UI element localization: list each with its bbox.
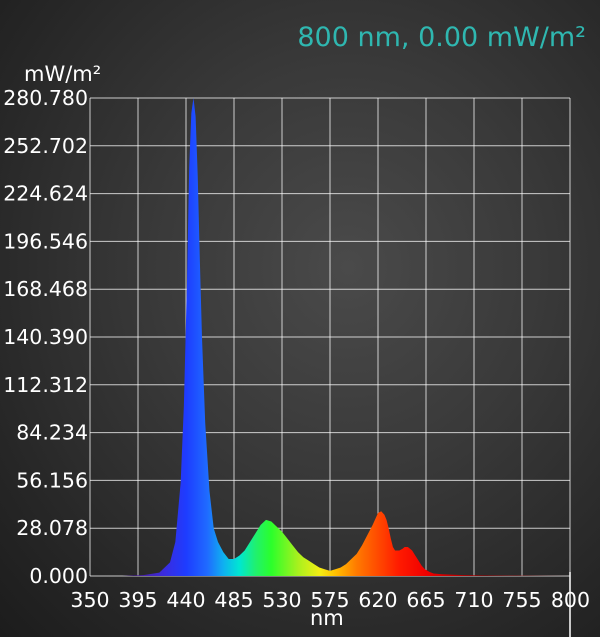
x-tick-label: 620 bbox=[358, 588, 397, 612]
y-tick-label: 56.156 bbox=[16, 468, 88, 492]
x-tick-label: 395 bbox=[118, 588, 157, 612]
plot-area bbox=[90, 98, 570, 576]
x-axis-label: nm bbox=[310, 606, 344, 630]
x-tick-label: 485 bbox=[214, 588, 253, 612]
y-axis-label: mW/m² bbox=[24, 62, 102, 86]
x-tick-label: 755 bbox=[502, 588, 541, 612]
x-tick-label: 575 bbox=[310, 588, 349, 612]
x-tick-label: 710 bbox=[454, 588, 493, 612]
x-tick-label: 800 bbox=[551, 588, 590, 612]
grid bbox=[89, 97, 571, 577]
y-tick-label: 168.468 bbox=[3, 277, 88, 301]
y-tick-label: 196.546 bbox=[3, 229, 88, 253]
y-tick-label: 0.000 bbox=[29, 564, 88, 588]
x-tick-label: 350 bbox=[70, 588, 109, 612]
x-tick-label: 530 bbox=[262, 588, 301, 612]
x-tick-label: 665 bbox=[406, 588, 445, 612]
y-tick-label: 280.780 bbox=[3, 86, 88, 110]
x-axis-ticks: 350 395 440 485 530 575 620 665 710 755 800 bbox=[70, 588, 590, 612]
y-tick-label: 140.390 bbox=[3, 325, 88, 349]
y-axis-ticks: 280.780 252.702 224.624 196.546 168.468 140.3… bbox=[3, 86, 88, 588]
x-tick-label: 440 bbox=[166, 588, 205, 612]
spectrum-area bbox=[90, 98, 570, 576]
y-tick-label: 252.702 bbox=[3, 134, 88, 158]
y-tick-label: 84.234 bbox=[16, 421, 88, 445]
y-tick-label: 112.312 bbox=[3, 373, 88, 397]
cursor-readout: 800 nm, 0.00 mW/m² bbox=[297, 22, 586, 53]
y-tick-label: 28.078 bbox=[16, 516, 88, 540]
y-tick-label: 224.624 bbox=[3, 182, 88, 206]
